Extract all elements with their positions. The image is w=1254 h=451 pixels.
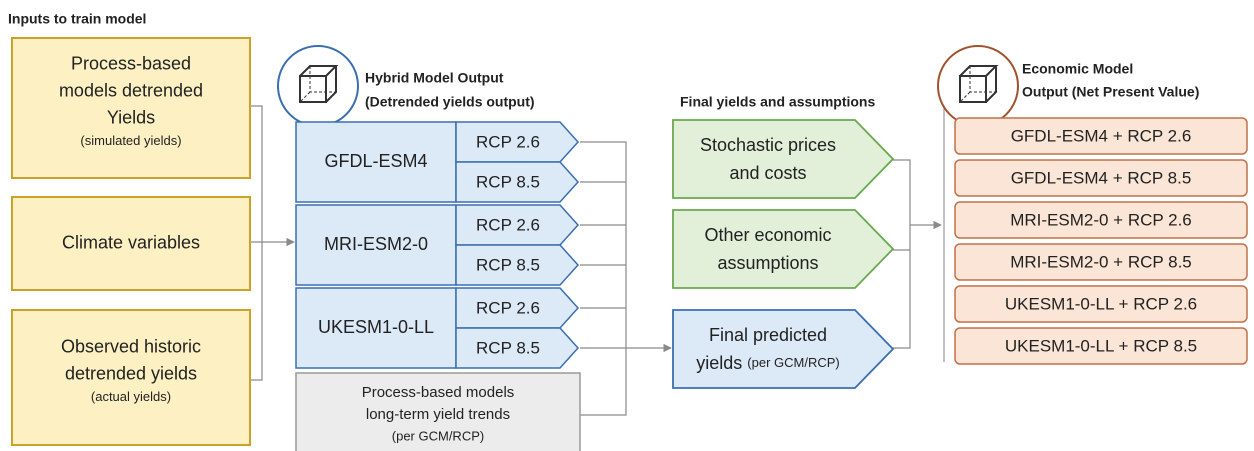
rcp-arrow <box>455 327 580 369</box>
input-note: (actual yields) <box>91 389 171 404</box>
output-label: UKESM1-0-LL + RCP 2.6 <box>1005 294 1197 313</box>
final-note: (per GCM/RCP) <box>747 355 839 370</box>
model-name: MRI-ESM2-0 <box>324 234 428 254</box>
model-name: GFDL-ESM4 <box>324 151 427 171</box>
input-label: Process-based <box>71 53 191 73</box>
final-label: yields (per GCM/RCP) <box>696 353 840 373</box>
rcp-label: RCP 2.6 <box>476 132 540 151</box>
output-box <box>954 201 1248 239</box>
final-label: assumptions <box>717 253 818 273</box>
section-title: Final yields and assumptions <box>680 94 875 110</box>
output-label: UKESM1-0-LL + RCP 8.5 <box>1005 336 1197 355</box>
section-title: Hybrid Model Output <box>365 70 504 86</box>
output-box <box>954 243 1248 281</box>
section-title: Economic Model <box>1022 61 1133 77</box>
section-title: (Detrended yields output) <box>365 94 535 110</box>
output-box <box>954 285 1248 323</box>
input-label: detrended yields <box>65 363 197 383</box>
output-box <box>954 159 1248 197</box>
final-box <box>672 119 895 199</box>
rcp-label: RCP 2.6 <box>476 215 540 234</box>
input-note: (simulated yields) <box>80 133 181 148</box>
hybrid-icon <box>277 45 359 127</box>
output-box <box>954 327 1248 365</box>
rcp-label: RCP 8.5 <box>476 255 540 274</box>
rcp-label: RCP 2.6 <box>476 298 540 317</box>
input-box <box>11 309 251 446</box>
rcp-label: RCP 8.5 <box>476 338 540 357</box>
final-label: Stochastic prices <box>700 135 836 155</box>
final-label: Final predicted <box>709 325 827 345</box>
output-box <box>954 117 1248 155</box>
input-label: Observed historic <box>61 336 201 356</box>
section-title: Output (Net Present Value) <box>1022 84 1199 100</box>
rcp-arrow <box>455 204 580 246</box>
model-box <box>295 121 457 203</box>
trend-label: long-term yield trends <box>366 406 510 423</box>
rcp-arrow <box>455 244 580 286</box>
input-box <box>11 196 251 291</box>
final-box <box>672 209 895 289</box>
trend-label: Process-based models <box>362 384 515 401</box>
trend-note: (per GCM/RCP) <box>392 428 484 443</box>
model-name: UKESM1-0-LL <box>318 317 434 337</box>
output-label: MRI-ESM2-0 + RCP 2.6 <box>1010 210 1192 229</box>
input-label: models detrended <box>59 80 203 100</box>
final-label-part: yields <box>696 353 742 373</box>
input-label: Yields <box>107 107 155 127</box>
final-box <box>672 309 895 389</box>
economic-icon <box>937 45 1019 127</box>
rcp-arrow <box>455 161 580 203</box>
output-label: MRI-ESM2-0 + RCP 8.5 <box>1010 252 1192 271</box>
connectors <box>250 100 945 416</box>
output-label: GFDL-ESM4 + RCP 8.5 <box>1011 168 1192 187</box>
section-title: Inputs to train model <box>8 11 146 27</box>
final-label: Other economic <box>704 225 831 245</box>
trend-box <box>295 372 581 451</box>
final-label: and costs <box>729 163 806 183</box>
input-label: Climate variables <box>62 232 200 252</box>
rcp-arrow <box>455 287 580 329</box>
model-box <box>295 204 457 286</box>
input-box <box>11 37 251 179</box>
rcp-arrow <box>455 121 580 163</box>
output-label: GFDL-ESM4 + RCP 2.6 <box>1011 126 1192 145</box>
rcp-label: RCP 8.5 <box>476 172 540 191</box>
